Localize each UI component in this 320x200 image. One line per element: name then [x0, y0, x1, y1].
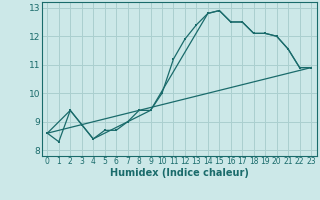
X-axis label: Humidex (Indice chaleur): Humidex (Indice chaleur) [110, 168, 249, 178]
